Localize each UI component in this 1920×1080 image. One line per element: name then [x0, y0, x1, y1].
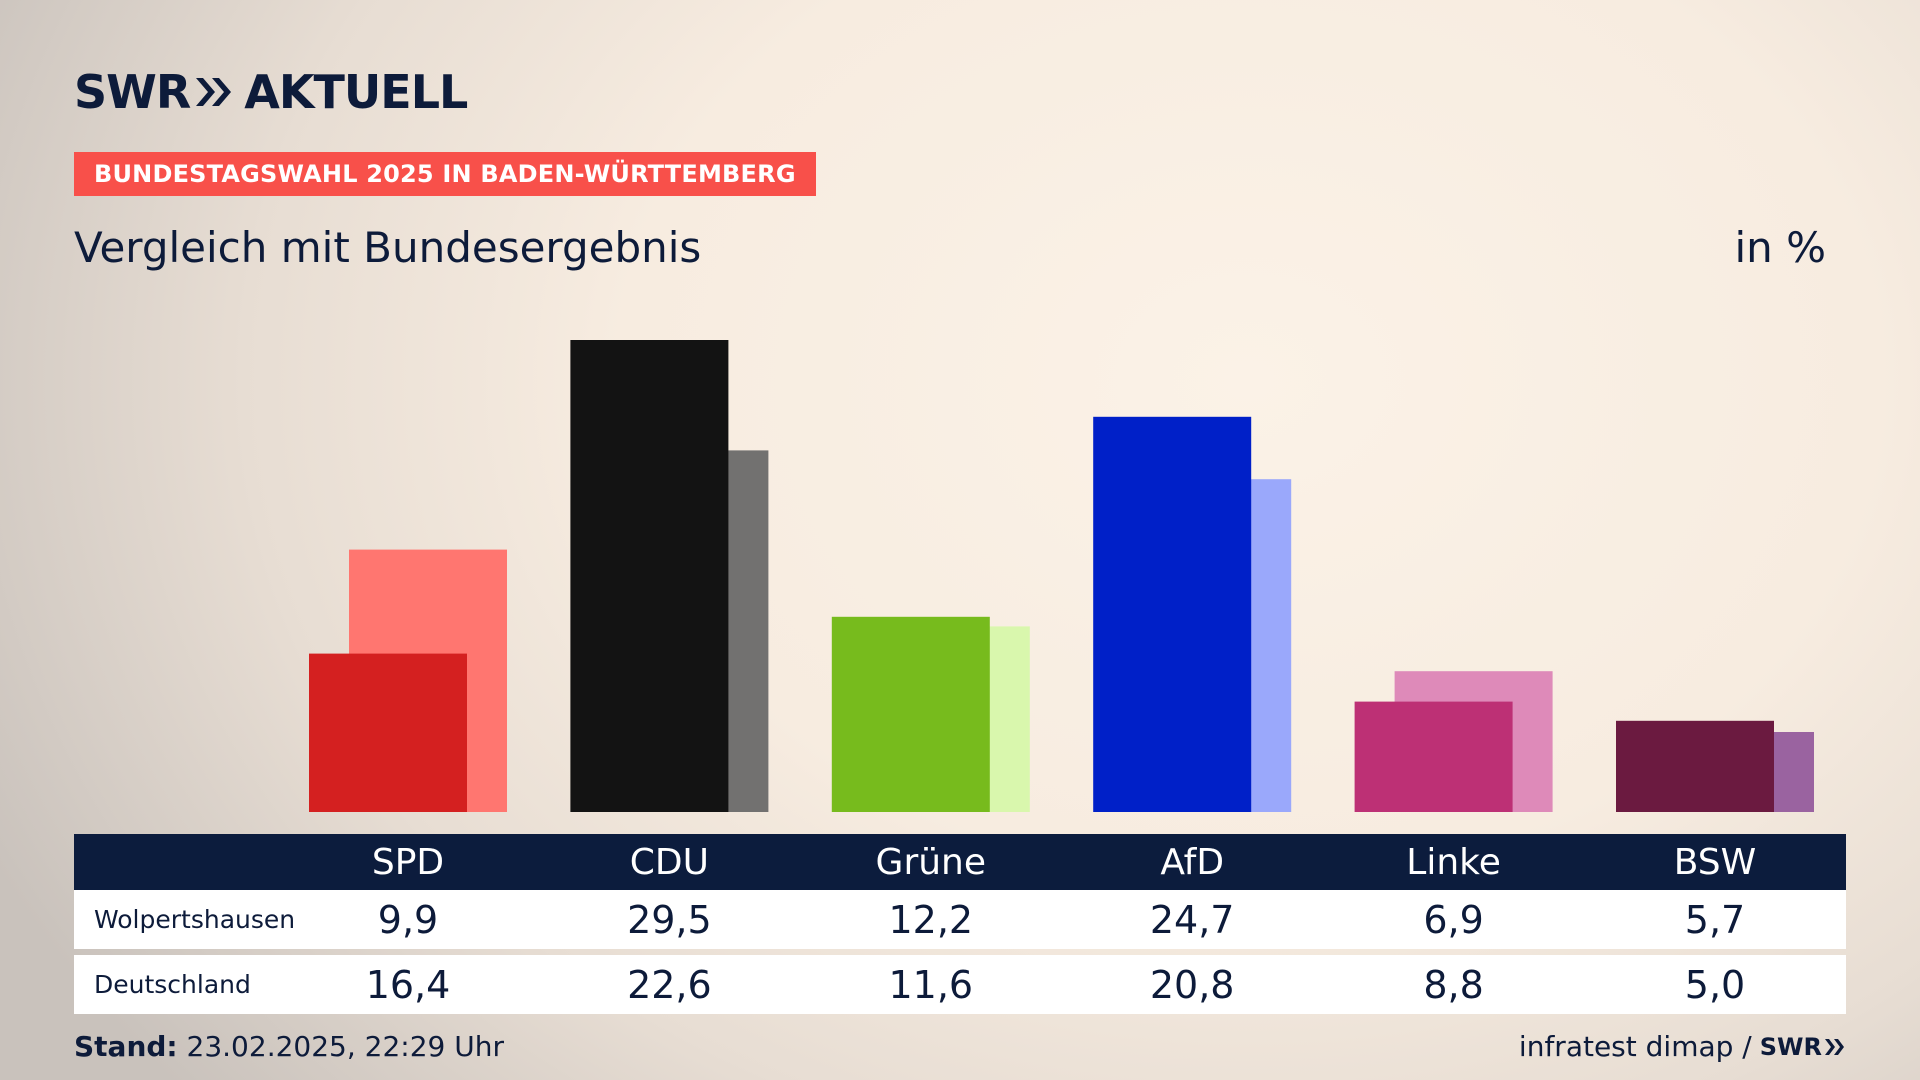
header-cdu: CDU [629, 841, 709, 883]
chart-subtitle: Vergleich mit Bundesergebnis [74, 223, 702, 272]
bar-wolpertshausen-bsw [1616, 720, 1774, 812]
stand-label: Stand: [74, 1030, 178, 1063]
stand-value: 23.02.2025, 22:29 Uhr [186, 1030, 504, 1063]
bar-wolpertshausen-linke [1354, 701, 1513, 812]
value-wolpertshausen-spd: 9,9 [377, 897, 439, 942]
swr-aktuell-logo: SWR AKTUELL [74, 65, 468, 119]
bar-wolpertshausen-afd [1093, 416, 1252, 812]
source-text: infratest dimap / [1518, 1030, 1752, 1063]
value-deutschland-afd: 20,8 [1149, 962, 1235, 1007]
bar-wolpertshausen-spd [309, 653, 467, 812]
unit-label: in % [1734, 223, 1826, 272]
value-wolpertshausen-cdu: 29,5 [627, 897, 712, 942]
row-label-deutschland: Deutschland [94, 970, 251, 999]
value-deutschland-gruene: 11,6 [888, 962, 974, 1007]
logo-aktuell-text: AKTUELL [244, 65, 468, 119]
value-deutschland-spd: 16,4 [365, 962, 451, 1007]
value-wolpertshausen-linke: 6,9 [1423, 897, 1484, 942]
bar-wolpertshausen-gruene [831, 616, 990, 812]
header-spd: SPD [371, 841, 445, 883]
table-row: Wolpertshausen 9,9 29,5 12,2 24,7 6,9 5,7 [74, 890, 1846, 949]
footer-swr-logo: SWR [1760, 1033, 1846, 1061]
double-chevron-icon [196, 78, 232, 106]
header-gruene: Grüne [875, 841, 987, 883]
results-table: SPD CDU Grüne AfD Linke BSW Wolpertshausen 9,… [74, 834, 1846, 1014]
timestamp: Stand: 23.02.2025, 22:29 Uhr [74, 1030, 504, 1063]
value-deutschland-linke: 8,8 [1423, 962, 1484, 1007]
table-row: Deutschland 16,4 22,6 11,6 20,8 8,8 5,0 [74, 955, 1846, 1014]
logo-swr-text: SWR [74, 65, 191, 119]
bar-wolpertshausen-cdu [570, 340, 729, 812]
header-afd: AfD [1160, 841, 1225, 883]
value-wolpertshausen-bsw: 5,7 [1684, 897, 1746, 942]
header-bsw: BSW [1673, 841, 1757, 883]
source-credit: infratest dimap / SWR [1519, 1030, 1846, 1063]
header-linke: Linke [1406, 841, 1501, 883]
value-wolpertshausen-afd: 24,7 [1149, 897, 1235, 942]
footer-logo-text: SWR [1759, 1032, 1822, 1061]
value-deutschland-cdu: 22,6 [627, 962, 712, 1007]
election-banner: BUNDESTAGSWAHL 2025 IN BADEN-WÜRTTEMBERG [74, 152, 816, 196]
value-deutschland-bsw: 5,0 [1684, 962, 1746, 1007]
value-wolpertshausen-gruene: 12,2 [888, 897, 974, 942]
double-chevron-icon [1825, 1038, 1844, 1055]
table-header-row: SPD CDU Grüne AfD Linke BSW [74, 834, 1846, 890]
row-label-wolpertshausen: Wolpertshausen [94, 905, 296, 934]
